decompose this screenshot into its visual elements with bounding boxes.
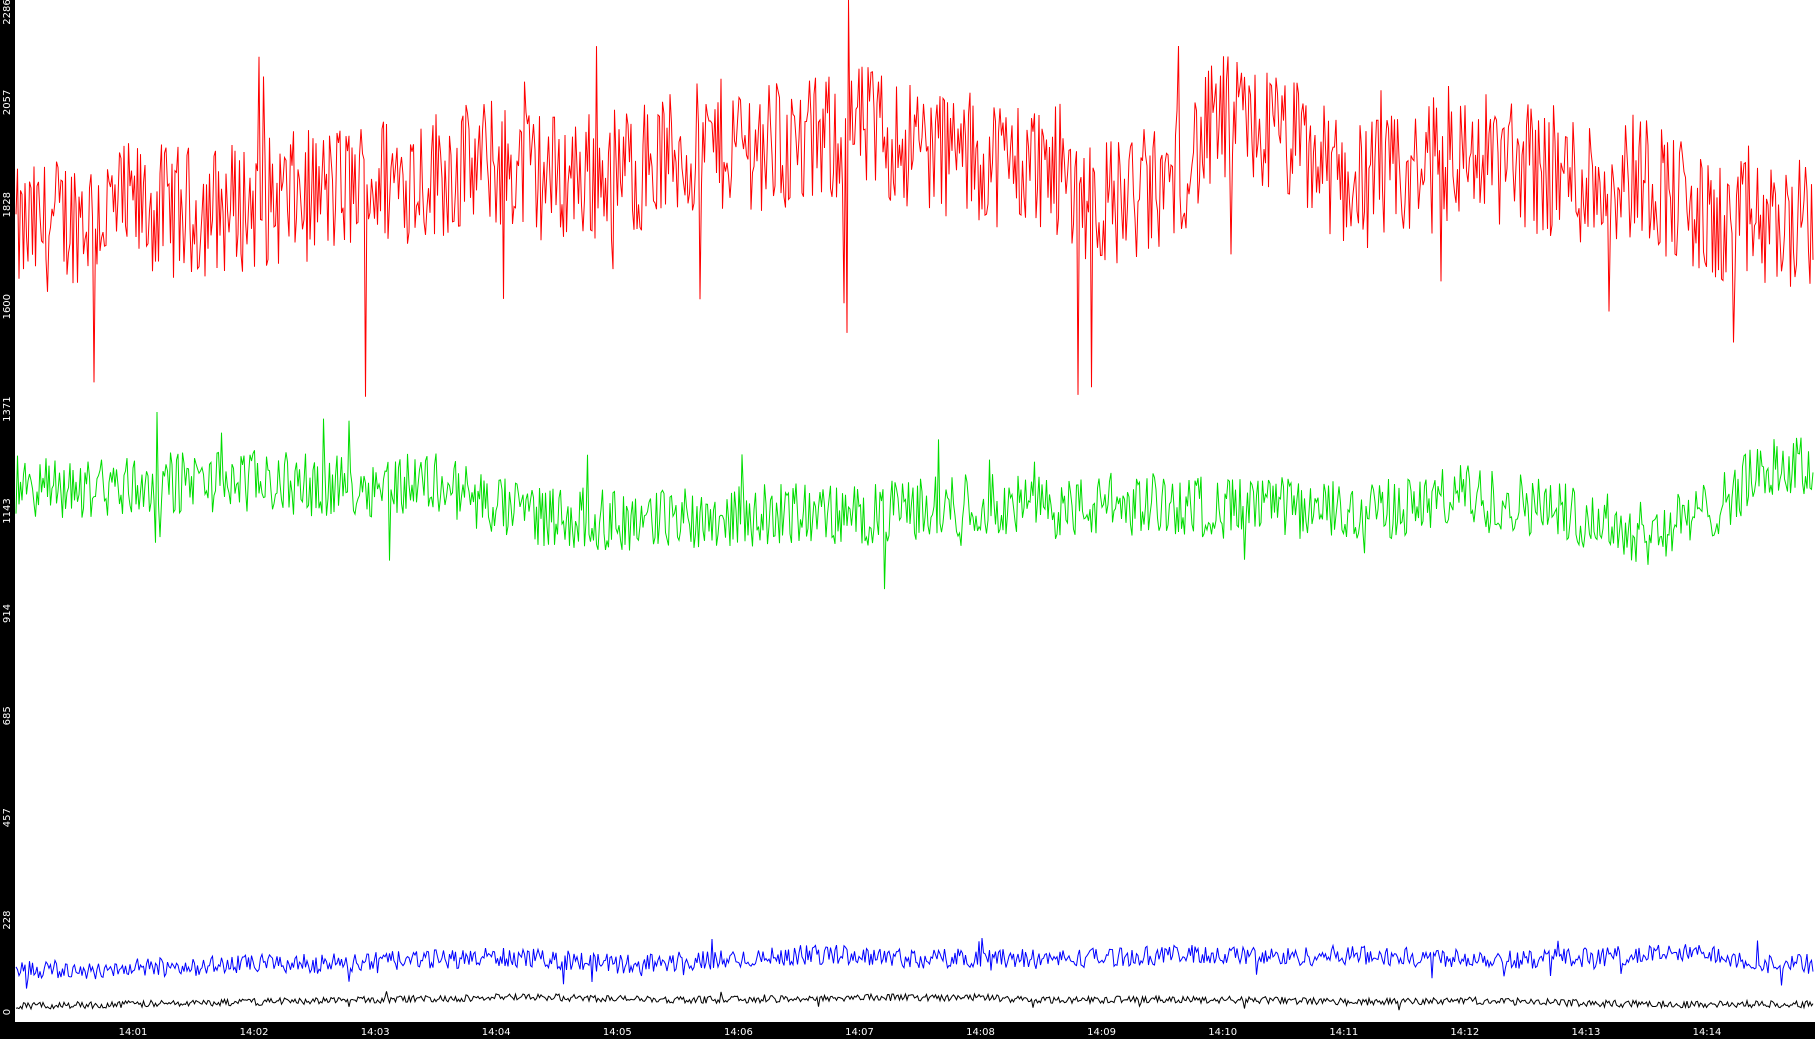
x-tick-label: 14:02 xyxy=(240,1027,269,1038)
x-tick-label: 14:06 xyxy=(724,1027,753,1038)
series-black-line xyxy=(15,991,1814,1011)
x-tick-label: 14:11 xyxy=(1329,1027,1358,1038)
x-tick-label: 14:10 xyxy=(1208,1027,1237,1038)
series-red-line xyxy=(15,0,1814,397)
y-tick-label: 0 xyxy=(2,1009,13,1015)
x-tick-label: 14:03 xyxy=(361,1027,390,1038)
x-tick-label: 14:12 xyxy=(1450,1027,1479,1038)
y-axis: 0 228 457 685 914 1143 1371 1600 1828 2057 2286 xyxy=(2,0,13,1015)
x-tick-label: 14:04 xyxy=(482,1027,511,1038)
x-tick-label: 14:09 xyxy=(1087,1027,1116,1038)
x-tick-label: 14:08 xyxy=(966,1027,995,1038)
x-tick-label: 14:14 xyxy=(1693,1027,1722,1038)
y-tick-label: 1600 xyxy=(2,294,13,319)
series-blue-line xyxy=(15,937,1814,989)
y-tick-label: 228 xyxy=(2,911,13,930)
y-tick-label: 914 xyxy=(2,604,13,623)
series-layer xyxy=(15,0,1814,1011)
x-tick-label: 14:05 xyxy=(603,1027,632,1038)
y-tick-label: 2286 xyxy=(2,0,13,25)
y-tick-label: 1371 xyxy=(2,396,13,421)
x-tick-label: 14:07 xyxy=(845,1027,874,1038)
plot-area xyxy=(15,0,1815,1022)
y-tick-label: 685 xyxy=(2,706,13,725)
y-tick-label: 457 xyxy=(2,808,13,827)
series-green-line xyxy=(15,411,1814,590)
x-axis: 14:01 14:02 14:03 14:04 14:05 14:06 14:07 14:08… xyxy=(119,1027,1722,1038)
x-tick-label: 14:13 xyxy=(1571,1027,1600,1038)
y-tick-label: 1828 xyxy=(2,192,13,217)
x-tick-label: 14:01 xyxy=(119,1027,148,1038)
y-tick-label: 1143 xyxy=(2,498,13,523)
y-tick-label: 2057 xyxy=(2,90,13,115)
